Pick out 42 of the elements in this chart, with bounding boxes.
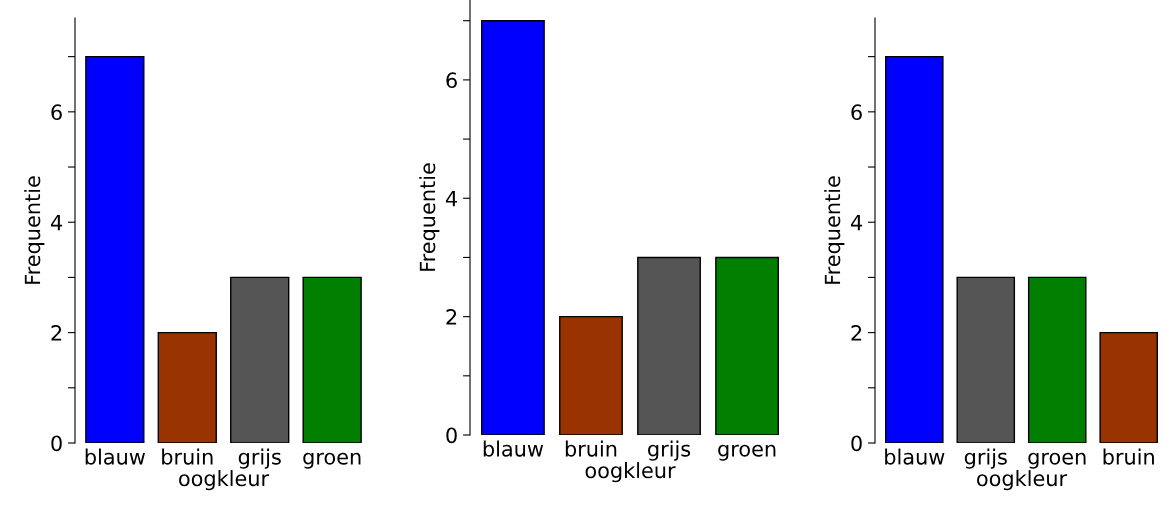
x-axis-title: oogkleur [977, 470, 1068, 491]
x-tick-label: bruin [1103, 448, 1154, 465]
y-tick-label: 0 [851, 435, 862, 452]
bar [885, 55, 944, 443]
x-tick-label: grijs [238, 448, 281, 469]
y-tick-label: 6 [446, 72, 457, 89]
bar [1099, 331, 1158, 443]
x-tick-label: blauw [885, 448, 945, 465]
bar [956, 276, 1016, 443]
y-tick-label: 4 [850, 214, 863, 231]
x-tick-label: groen [303, 452, 361, 469]
bar [157, 331, 217, 443]
bar [481, 20, 545, 435]
x-tick-label: blauw [483, 440, 544, 457]
bar [559, 315, 623, 435]
x-tick-label: groen [718, 444, 776, 461]
x-tick-label: bruin [565, 440, 617, 457]
x-axis-title: oogkleur [179, 470, 270, 491]
bar [637, 256, 701, 435]
x-axis-title: oogkleur [585, 462, 676, 483]
x-tick-label: groen [1028, 452, 1086, 469]
bar [302, 276, 362, 443]
y-axis-title: Frequentie [824, 176, 845, 284]
y-axis-title: Frequentie [419, 163, 440, 271]
bar [85, 55, 145, 443]
bar [230, 276, 290, 443]
y-tick-label: 6 [851, 104, 862, 121]
y-tick-label: 2 [851, 325, 862, 341]
y-tick-label: 0 [446, 427, 457, 444]
bar [715, 256, 779, 435]
y-tick-label: 2 [51, 325, 62, 341]
x-tick-label: blauw [85, 448, 145, 465]
y-tick-label: 0 [51, 435, 62, 452]
y-tick-label: 6 [51, 104, 62, 121]
x-tick-label: bruin [162, 448, 213, 465]
x-tick-label: grijs [648, 440, 691, 461]
y-axis-title: Frequentie [24, 176, 45, 284]
x-tick-label: grijs [964, 448, 1007, 469]
y-tick-label: 2 [446, 309, 457, 325]
y-tick-label: 4 [445, 190, 458, 207]
bar [1027, 276, 1087, 443]
y-tick-label: 4 [50, 214, 63, 231]
